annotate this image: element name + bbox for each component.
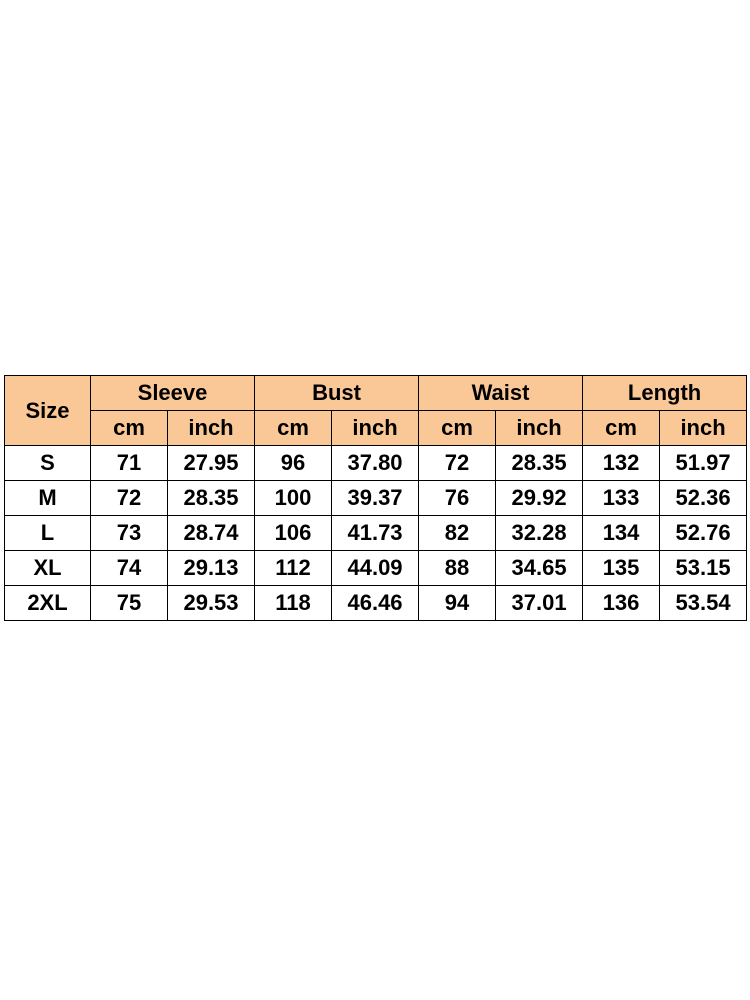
table-cell: 71	[90, 445, 168, 481]
sleeve-cm-header: cm	[90, 410, 168, 446]
table-cell: 74	[90, 550, 168, 586]
table-cell: 29.92	[495, 480, 584, 516]
table-cell: 46.46	[331, 585, 420, 621]
size-chart-table: Size Sleeve Bust Waist Length cm inch cm…	[4, 375, 748, 621]
table-cell: 53.54	[659, 585, 748, 621]
table-cell: 52.76	[659, 515, 748, 551]
waist-cm-header: cm	[418, 410, 497, 446]
table-cell: 29.53	[166, 585, 256, 621]
table-row: S 71 27.95 96 37.80 72 28.35 132 51.97	[4, 445, 748, 481]
table-cell: 76	[418, 480, 497, 516]
size-cell: S	[4, 445, 91, 481]
header-row-units: cm inch cm inch cm inch cm inch	[5, 410, 748, 446]
table-row: 2XL 75 29.53 118 46.46 94 37.01 136 53.5…	[4, 585, 748, 621]
table-row: L 73 28.74 106 41.73 82 32.28 134 52.76	[4, 515, 748, 551]
table-cell: 118	[254, 585, 333, 621]
table-cell: 53.15	[659, 550, 748, 586]
size-cell: XL	[4, 550, 91, 586]
table-cell: 82	[418, 515, 497, 551]
table-cell: 39.37	[331, 480, 420, 516]
table-row: M 72 28.35 100 39.37 76 29.92 133 52.36	[4, 480, 748, 516]
table-cell: 106	[254, 515, 333, 551]
table-cell: 34.65	[495, 550, 584, 586]
waist-header: Waist	[418, 375, 584, 411]
table-cell: 72	[90, 480, 168, 516]
bust-cm-header: cm	[254, 410, 333, 446]
length-header: Length	[582, 375, 748, 411]
size-cell: 2XL	[4, 585, 91, 621]
table-cell: 28.35	[495, 445, 584, 481]
table-cell: 100	[254, 480, 333, 516]
table-cell: 134	[582, 515, 661, 551]
table-cell: 73	[90, 515, 168, 551]
table-cell: 44.09	[331, 550, 420, 586]
table-cell: 28.35	[166, 480, 256, 516]
table-cell: 72	[418, 445, 497, 481]
table-cell: 88	[418, 550, 497, 586]
waist-inch-header: inch	[495, 410, 584, 446]
sleeve-header: Sleeve	[89, 375, 256, 411]
table-cell: 41.73	[331, 515, 420, 551]
table-cell: 51.97	[659, 445, 748, 481]
table-cell: 112	[254, 550, 333, 586]
sleeve-inch-header: inch	[166, 410, 256, 446]
table-cell: 135	[582, 550, 661, 586]
table-cell: 32.28	[495, 515, 584, 551]
table-cell: 29.13	[166, 550, 256, 586]
size-cell: M	[4, 480, 91, 516]
table-cell: 136	[582, 585, 661, 621]
table-cell: 37.01	[495, 585, 584, 621]
table-cell: 37.80	[331, 445, 420, 481]
header-row-groups: Size Sleeve Bust Waist Length	[4, 375, 748, 446]
table-cell: 133	[582, 480, 661, 516]
table-cell: 28.74	[166, 515, 256, 551]
table-cell: 94	[418, 585, 497, 621]
bust-header: Bust	[254, 375, 420, 411]
table-cell: 75	[90, 585, 168, 621]
table-cell: 132	[582, 445, 661, 481]
table-cell: 96	[254, 445, 333, 481]
length-cm-header: cm	[582, 410, 661, 446]
length-inch-header: inch	[659, 410, 748, 446]
size-cell: L	[4, 515, 91, 551]
bust-inch-header: inch	[331, 410, 420, 446]
table-cell: 27.95	[166, 445, 256, 481]
size-header: Size	[4, 375, 91, 446]
table-row: XL 74 29.13 112 44.09 88 34.65 135 53.15	[4, 550, 748, 586]
table-cell: 52.36	[659, 480, 748, 516]
